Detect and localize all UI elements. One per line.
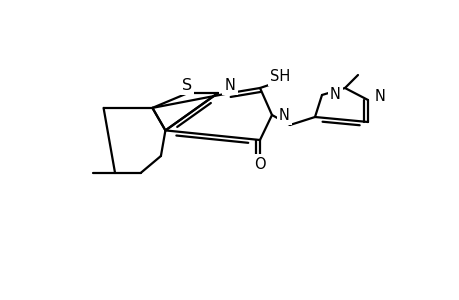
Text: N: N [224,77,235,92]
Text: SH: SH [269,68,290,83]
Text: N: N [330,86,340,101]
Text: O: O [254,157,265,172]
Text: S: S [182,77,192,92]
Text: N: N [374,88,385,104]
Text: N: N [279,107,289,122]
